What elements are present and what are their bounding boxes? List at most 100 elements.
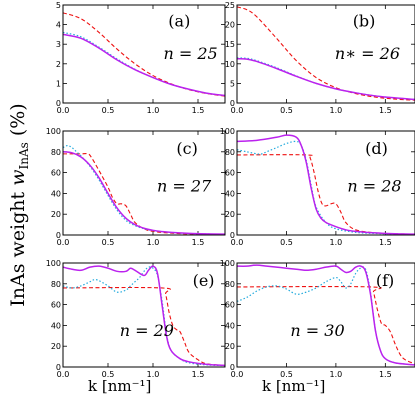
y-tick-label: 60: [225, 169, 235, 178]
x-tick-label: 0.5: [102, 238, 115, 247]
y-tick-label: 80: [51, 148, 61, 157]
y-tick-label: 1: [56, 79, 61, 88]
y-tick-label: 0: [230, 99, 235, 108]
x-tick-label: 0.0: [57, 238, 70, 247]
y-tick-label: 0: [56, 231, 61, 240]
y-tick-label: 0: [56, 363, 61, 372]
y-tick-label: 40: [51, 321, 61, 330]
x-tick-label: 0.0: [231, 370, 244, 379]
series-line-solid: [237, 57, 415, 101]
x-tick-label: 1.5: [192, 370, 205, 379]
ylabel-unit: (%): [7, 103, 29, 142]
panel-label: (a): [168, 12, 190, 31]
x-tick-label: 0.5: [102, 370, 115, 379]
panel-frame: [236, 4, 415, 104]
panel-annotation: n = 25: [163, 44, 217, 63]
y-tick-label: 100: [46, 127, 61, 136]
x-tick-label: 1.0: [147, 370, 160, 379]
series-line-dashed: [237, 6, 415, 101]
panel-annotation: n∗ = 26: [335, 44, 400, 63]
x-tick-label: 1.0: [330, 106, 343, 115]
series-line-solid: [237, 264, 415, 366]
panel-frame: [236, 262, 415, 368]
y-tick-label: 0: [230, 231, 235, 240]
y-tick-label: 60: [51, 301, 61, 310]
series-line-dotted: [63, 266, 225, 367]
x-tick-label: 1.0: [147, 106, 160, 115]
x-tick-label: 1.5: [192, 238, 205, 247]
ylabel-subscript: InAs: [17, 142, 30, 169]
panel-2: 0.0 0.5 1.0 1.5 0 20 40 60 80 100 (c) n = 27: [46, 127, 226, 247]
panel-frame: [236, 130, 415, 236]
y-tick-label: 40: [225, 189, 235, 198]
y-tick-label: 20: [51, 342, 61, 351]
panel-frame: [62, 262, 226, 368]
panel-annotation: n = 28: [347, 176, 401, 195]
x-tick-label: 1.5: [192, 106, 205, 115]
y-tick-label: 20: [225, 21, 235, 30]
x-tick-label: 1.5: [379, 106, 392, 115]
series-line-solid: [63, 265, 225, 367]
panel-5: 0.0 0.5 1.0 1.5 0 20 40 60 80 100 (f) n = 30: [220, 259, 415, 379]
series-line-dashed: [63, 286, 225, 366]
y-tick-label: 40: [225, 321, 235, 330]
panel-label: (e): [193, 271, 215, 290]
y-tick-label: 4: [56, 21, 61, 30]
y-tick-label: 80: [225, 148, 235, 157]
y-tick-label: 20: [225, 342, 235, 351]
y-tick-label: 2: [56, 60, 61, 69]
y-tick-label: 25: [225, 1, 235, 10]
panel-label: (d): [365, 139, 388, 158]
panel-frame: [62, 130, 226, 236]
x-tick-label: 0.0: [57, 370, 70, 379]
panel-label: (c): [176, 139, 197, 158]
panel-annotation: n = 29: [120, 321, 174, 340]
x-tick-label: 0.0: [231, 106, 244, 115]
series-line-solid: [63, 151, 225, 235]
x-axis-title-left: k [nm⁻¹]: [88, 377, 152, 395]
y-axis-title: InAs weight wInAs (%): [7, 103, 30, 306]
panel-4: 0.0 0.5 1.0 1.5 0 20 40 60 80 100 (e) n = 29: [46, 259, 226, 379]
y-tick-label: 100: [220, 259, 235, 268]
series-line-dotted: [63, 144, 225, 235]
series-line-dotted: [237, 140, 415, 235]
y-tick-label: 5: [56, 1, 61, 10]
x-tick-label: 0.0: [231, 238, 244, 247]
ylabel-prefix: InAs weight: [7, 186, 29, 307]
y-tick-label: 3: [56, 40, 61, 49]
panel-label: (b): [353, 12, 376, 31]
y-tick-label: 80: [225, 280, 235, 289]
panel-0: 0.0 0.5 1.0 1.5 0 1 2 3 4 5 (a) n = 25: [56, 1, 226, 115]
y-tick-label: 20: [51, 210, 61, 219]
y-tick-label: 40: [51, 189, 61, 198]
x-tick-label: 1.5: [379, 238, 392, 247]
x-tick-label: 1.5: [379, 370, 392, 379]
panel-label: (f): [376, 271, 394, 290]
x-tick-label: 0.5: [280, 238, 293, 247]
y-tick-label: 100: [46, 259, 61, 268]
y-tick-label: 15: [225, 40, 235, 49]
x-tick-label: 1.0: [147, 238, 160, 247]
series-line-dashed: [237, 285, 415, 365]
panel-annotation: n = 30: [290, 321, 344, 340]
ylabel-symbol: w: [7, 170, 29, 186]
y-tick-label: 5: [230, 79, 235, 88]
x-tick-label: 1.0: [330, 370, 343, 379]
y-axis-title-text: InAs weight wInAs (%): [7, 103, 30, 306]
y-tick-label: 0: [56, 99, 61, 108]
x-tick-label: 0.5: [102, 106, 115, 115]
series-line-solid: [237, 134, 415, 235]
panel-3: 0.0 0.5 1.0 1.5 0 20 40 60 80 100 (d) n = 28: [220, 127, 415, 247]
y-tick-label: 20: [225, 210, 235, 219]
y-tick-label: 80: [51, 280, 61, 289]
y-tick-label: 100: [220, 127, 235, 136]
x-tick-label: 0.5: [280, 370, 293, 379]
y-tick-label: 0: [230, 363, 235, 372]
y-tick-label: 10: [225, 60, 235, 69]
y-tick-label: 60: [51, 169, 61, 178]
x-tick-label: 1.0: [330, 238, 343, 247]
panel-annotation: n = 27: [157, 176, 212, 195]
x-tick-label: 0.0: [57, 106, 70, 115]
